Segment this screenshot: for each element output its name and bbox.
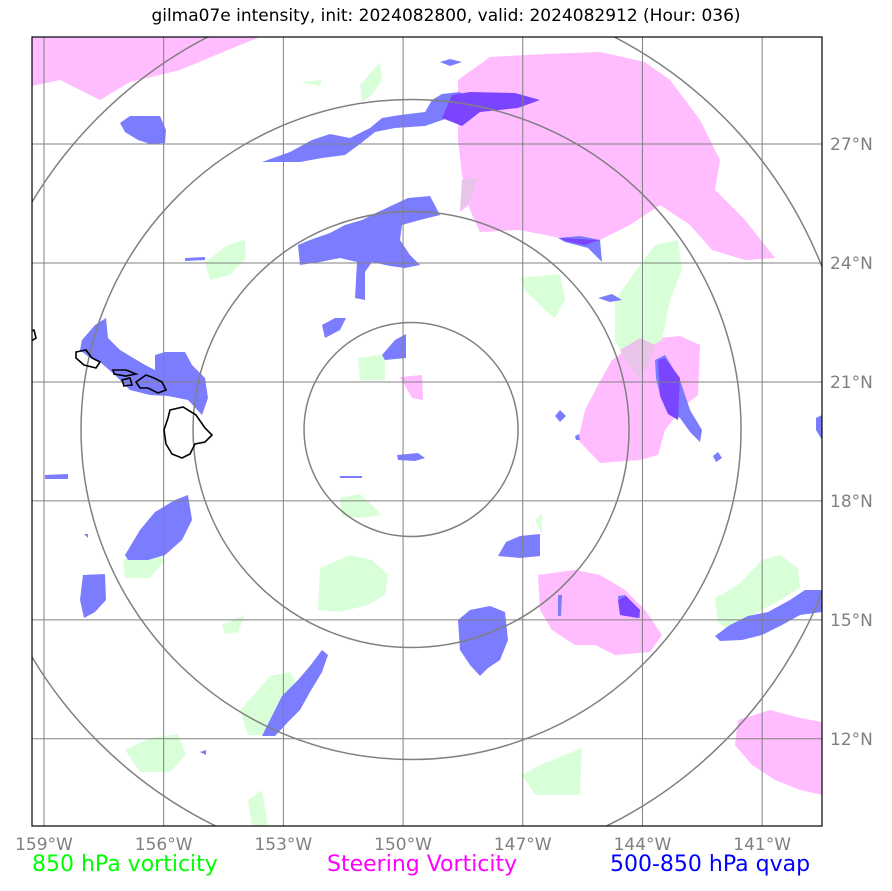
- qvap-area: [558, 595, 562, 616]
- qvap-area: [816, 415, 822, 440]
- longitude-tick-label: 141°W: [733, 835, 791, 855]
- lanai-island: [120, 377, 134, 387]
- plot-frame: [31, 36, 823, 827]
- vorticity-850-area: [340, 494, 382, 518]
- qvap-area: [458, 606, 508, 676]
- latitude-tick-labels: 12°N 15°N 18°N 21°N 24°N 27°N: [830, 135, 873, 750]
- latitude-tick-label: 21°N: [830, 373, 873, 393]
- qvap-area: [262, 650, 328, 736]
- qvap-area: [200, 750, 206, 755]
- green-pink-overlap-field: [460, 178, 655, 378]
- qvap-area: [575, 434, 580, 440]
- qvap-area: [715, 590, 822, 641]
- steering-vorticity-area: [458, 52, 775, 260]
- range-ring: [192, 210, 630, 649]
- qvap-area: [598, 294, 622, 302]
- vorticity-850-area: [715, 555, 800, 632]
- vorticity-850-area: [222, 615, 245, 634]
- longitude-tick-label: 156°W: [135, 835, 193, 855]
- steering-vorticity-area: [538, 570, 662, 655]
- map-title: gilma07e intensity, init: 2024082800, va…: [151, 6, 741, 26]
- qvap-area: [80, 318, 208, 415]
- latitude-tick-label: 15°N: [830, 611, 873, 631]
- qvap-area: [397, 453, 425, 461]
- vorticity-850-area: [360, 62, 382, 102]
- qvap-area: [185, 257, 205, 261]
- vorticity-850-area: [535, 514, 542, 534]
- green-pink-overlap-area: [620, 338, 655, 378]
- latitude-tick-label: 12°N: [830, 730, 873, 750]
- qvap-area: [80, 574, 106, 618]
- vorticity-850-area: [522, 748, 582, 795]
- qvap-area: [340, 476, 362, 478]
- kauai-island: [32, 328, 37, 342]
- qvap-area: [125, 495, 192, 560]
- qvap-area: [713, 452, 722, 462]
- qvap-area: [45, 474, 68, 479]
- hawaii-coastline: [32, 328, 214, 459]
- latitude-tick-label: 18°N: [830, 492, 873, 512]
- legend-qvap: 500-850 hPa qvap: [610, 852, 811, 877]
- vorticity-850-area: [205, 240, 246, 280]
- legend-850hpa-vorticity: 850 hPa vorticity: [32, 852, 218, 877]
- qvap-area: [498, 534, 540, 558]
- vorticity-850-area: [615, 240, 682, 360]
- qvap-area: [120, 116, 166, 144]
- longitude-tick-label: 147°W: [494, 835, 552, 855]
- big-island-hawaii: [163, 406, 214, 459]
- green-pink-overlap-area: [460, 178, 478, 210]
- longitude-tick-label: 150°W: [374, 835, 432, 855]
- legend-steering-vorticity: Steering Vorticity: [327, 852, 518, 877]
- overlap-area: [618, 596, 640, 618]
- range-ring: [80, 98, 742, 761]
- vorticity-850-area: [520, 274, 565, 318]
- gridlines: [32, 37, 822, 826]
- qvap-area: [382, 334, 406, 360]
- longitude-tick-label: 153°W: [254, 835, 312, 855]
- latitude-tick-label: 24°N: [830, 254, 873, 274]
- qvap-area: [84, 534, 88, 538]
- vorticity-850-area: [248, 790, 268, 826]
- longitude-tick-labels: 159°W 156°W 153°W 150°W 147°W 144°W 141°W: [15, 835, 791, 855]
- steering-vorticity-area: [735, 710, 822, 795]
- qvap-area: [555, 410, 566, 422]
- maui-island: [134, 374, 168, 394]
- vorticity-850-field: [123, 62, 800, 826]
- vorticity-850-area: [318, 555, 388, 612]
- steering-vorticity-field: [32, 37, 822, 795]
- longitude-tick-label: 159°W: [15, 835, 73, 855]
- range-rings: [32, 37, 822, 826]
- oahu-island: [75, 349, 102, 369]
- longitude-tick-label: 144°W: [614, 835, 672, 855]
- qvap-area: [298, 196, 440, 300]
- vorticity-850-area: [125, 734, 186, 772]
- overlap-area: [560, 238, 600, 245]
- steering-vorticity-area: [400, 375, 423, 400]
- qvap-area: [322, 318, 346, 338]
- molokai-island: [111, 369, 139, 377]
- vorticity-850-area: [300, 80, 322, 86]
- steering-vorticity-area: [32, 37, 260, 100]
- range-ring: [303, 321, 519, 538]
- latitude-tick-label: 27°N: [830, 135, 873, 155]
- vorticity-850-area: [358, 354, 385, 380]
- vorticity-850-area: [240, 672, 300, 735]
- overlap-area: [658, 358, 680, 420]
- qvap-area: [440, 59, 462, 66]
